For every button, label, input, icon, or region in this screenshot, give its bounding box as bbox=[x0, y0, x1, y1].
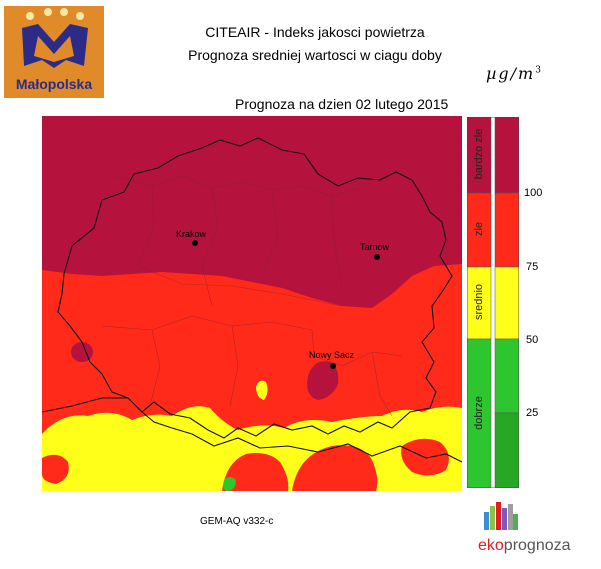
zone-zle-island-4 bbox=[42, 454, 69, 484]
malopolska-logo: Małopolska bbox=[4, 6, 104, 98]
chart-title: CITEAIR - Indeks jakosci powietrza bbox=[205, 24, 425, 40]
city-label-krakow: Krakow bbox=[176, 229, 207, 239]
zone-srednio-patch bbox=[256, 380, 268, 400]
ekoprognoza-logo-icon bbox=[484, 502, 518, 532]
legend-scale-srednio bbox=[494, 266, 520, 340]
malopolska-logo-text: Małopolska bbox=[15, 76, 93, 92]
zone-bardzo-zle bbox=[42, 116, 462, 308]
zone-bardzo-zle-west bbox=[71, 342, 93, 362]
city-marker-nowy-sacz bbox=[330, 363, 336, 369]
legend-cat-bardzo-zle bbox=[466, 116, 492, 194]
legend-label-zle: zle bbox=[473, 221, 485, 237]
legend-scale-bardzo-zle bbox=[494, 116, 520, 194]
forecast-date-label: Prognoza na dzien 02 lutego 2015 bbox=[235, 96, 449, 112]
city-label-tarnow: Tarnow bbox=[360, 242, 390, 252]
legend-label-dobrze: dobrze bbox=[473, 396, 485, 430]
legend-label-srednio: srednio bbox=[473, 283, 485, 321]
county-borders bbox=[101, 175, 403, 417]
ekoprognoza-brand: ekoprognoza bbox=[478, 537, 571, 554]
zone-dobrze bbox=[223, 477, 236, 491]
legend: bardzo zle zle srednio dobrze bbox=[466, 116, 520, 489]
legend-scale-zle bbox=[494, 192, 520, 268]
pollution-map: Krakow Tarnow Nowy Sacz bbox=[41, 116, 463, 491]
malopolska-emblem-icon bbox=[22, 8, 88, 68]
legend-tick-25: 25 bbox=[526, 407, 539, 419]
zone-zle-island-1 bbox=[222, 453, 289, 491]
legend-tick-100: 100 bbox=[524, 187, 543, 199]
legend-tick-50: 50 bbox=[526, 334, 539, 346]
legend-scale-dobrze-2 bbox=[494, 412, 520, 489]
legend-cat-dobrze bbox=[466, 338, 492, 489]
city-marker-krakow bbox=[192, 240, 198, 246]
country-border bbox=[41, 397, 463, 463]
unit-label: µg/m3 bbox=[486, 64, 543, 83]
legend-label-bardzo-zle: bardzo zle bbox=[473, 128, 485, 180]
city-marker-tarnow bbox=[374, 254, 380, 260]
chart-subtitle: Prognoza sredniej wartosci w ciagu doby bbox=[188, 47, 442, 63]
zone-zle-island-2 bbox=[292, 445, 378, 491]
voivodeship-border bbox=[57, 137, 453, 439]
legend-cat-zle bbox=[466, 192, 492, 268]
zone-bardzo-zle-nowy-sacz bbox=[307, 361, 339, 400]
model-label: GEM-AQ v332-c bbox=[200, 516, 274, 527]
legend-scale-dobrze-1 bbox=[494, 338, 520, 414]
legend-tick-75: 75 bbox=[526, 261, 539, 273]
city-label-nowy-sacz: Nowy Sacz bbox=[309, 350, 355, 360]
